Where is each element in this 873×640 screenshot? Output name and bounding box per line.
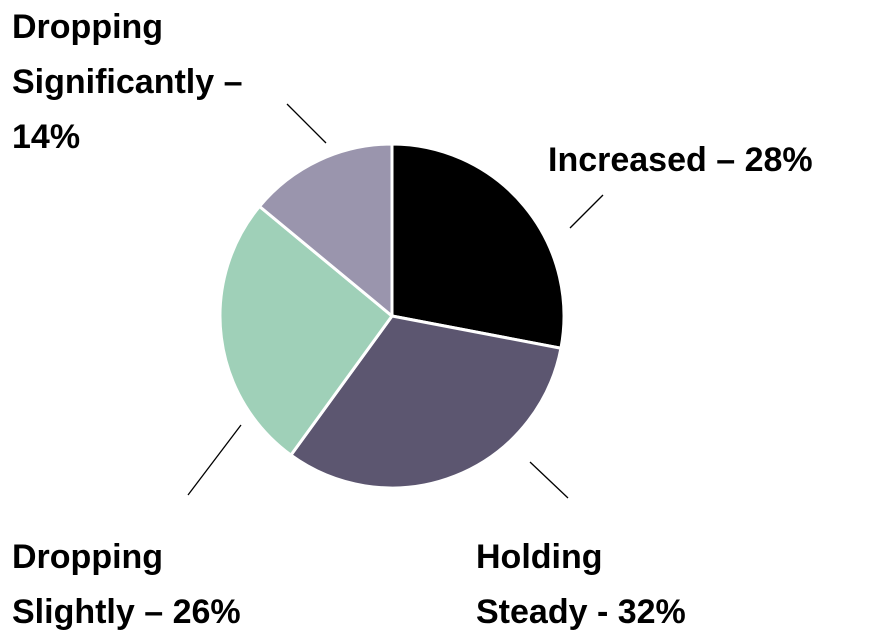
slice-label: Holding Steady - 32% xyxy=(476,538,686,631)
slice-label: Dropping Slightly – 26% xyxy=(12,538,241,631)
pie-slice xyxy=(289,314,563,490)
leader-line xyxy=(187,424,242,496)
pie-slice xyxy=(257,142,394,318)
slice-label: Dropping Significantly – 14% xyxy=(12,8,243,156)
slice-label: Increased – 28% xyxy=(548,141,813,179)
pie-slice xyxy=(218,204,394,457)
pie-slice xyxy=(390,142,566,350)
pie xyxy=(218,142,566,490)
leader-line xyxy=(529,461,569,499)
leader-line xyxy=(569,194,604,229)
leader-line xyxy=(286,103,327,144)
